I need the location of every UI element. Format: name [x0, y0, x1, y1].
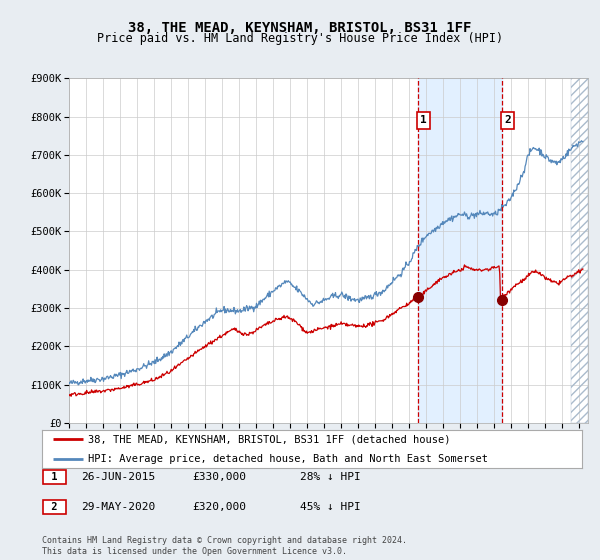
- Text: 1: 1: [421, 115, 427, 125]
- Bar: [571, 78, 588, 423]
- Text: 45% ↓ HPI: 45% ↓ HPI: [300, 502, 361, 512]
- Text: 38, THE MEAD, KEYNSHAM, BRISTOL, BS31 1FF (detached house): 38, THE MEAD, KEYNSHAM, BRISTOL, BS31 1F…: [88, 434, 451, 444]
- Text: 29-MAY-2020: 29-MAY-2020: [81, 502, 155, 512]
- Text: 1: 1: [45, 472, 64, 482]
- Bar: [571, 78, 588, 423]
- Text: £320,000: £320,000: [192, 502, 246, 512]
- Text: 2: 2: [504, 115, 511, 125]
- Text: 28% ↓ HPI: 28% ↓ HPI: [300, 472, 361, 482]
- Text: 38, THE MEAD, KEYNSHAM, BRISTOL, BS31 1FF: 38, THE MEAD, KEYNSHAM, BRISTOL, BS31 1F…: [128, 21, 472, 35]
- Text: £330,000: £330,000: [192, 472, 246, 482]
- Text: 2: 2: [45, 502, 64, 512]
- Text: Price paid vs. HM Land Registry's House Price Index (HPI): Price paid vs. HM Land Registry's House …: [97, 32, 503, 45]
- Text: 26-JUN-2015: 26-JUN-2015: [81, 472, 155, 482]
- Bar: [418, 78, 502, 423]
- Text: HPI: Average price, detached house, Bath and North East Somerset: HPI: Average price, detached house, Bath…: [88, 454, 488, 464]
- Text: Contains HM Land Registry data © Crown copyright and database right 2024.
This d: Contains HM Land Registry data © Crown c…: [42, 536, 407, 556]
